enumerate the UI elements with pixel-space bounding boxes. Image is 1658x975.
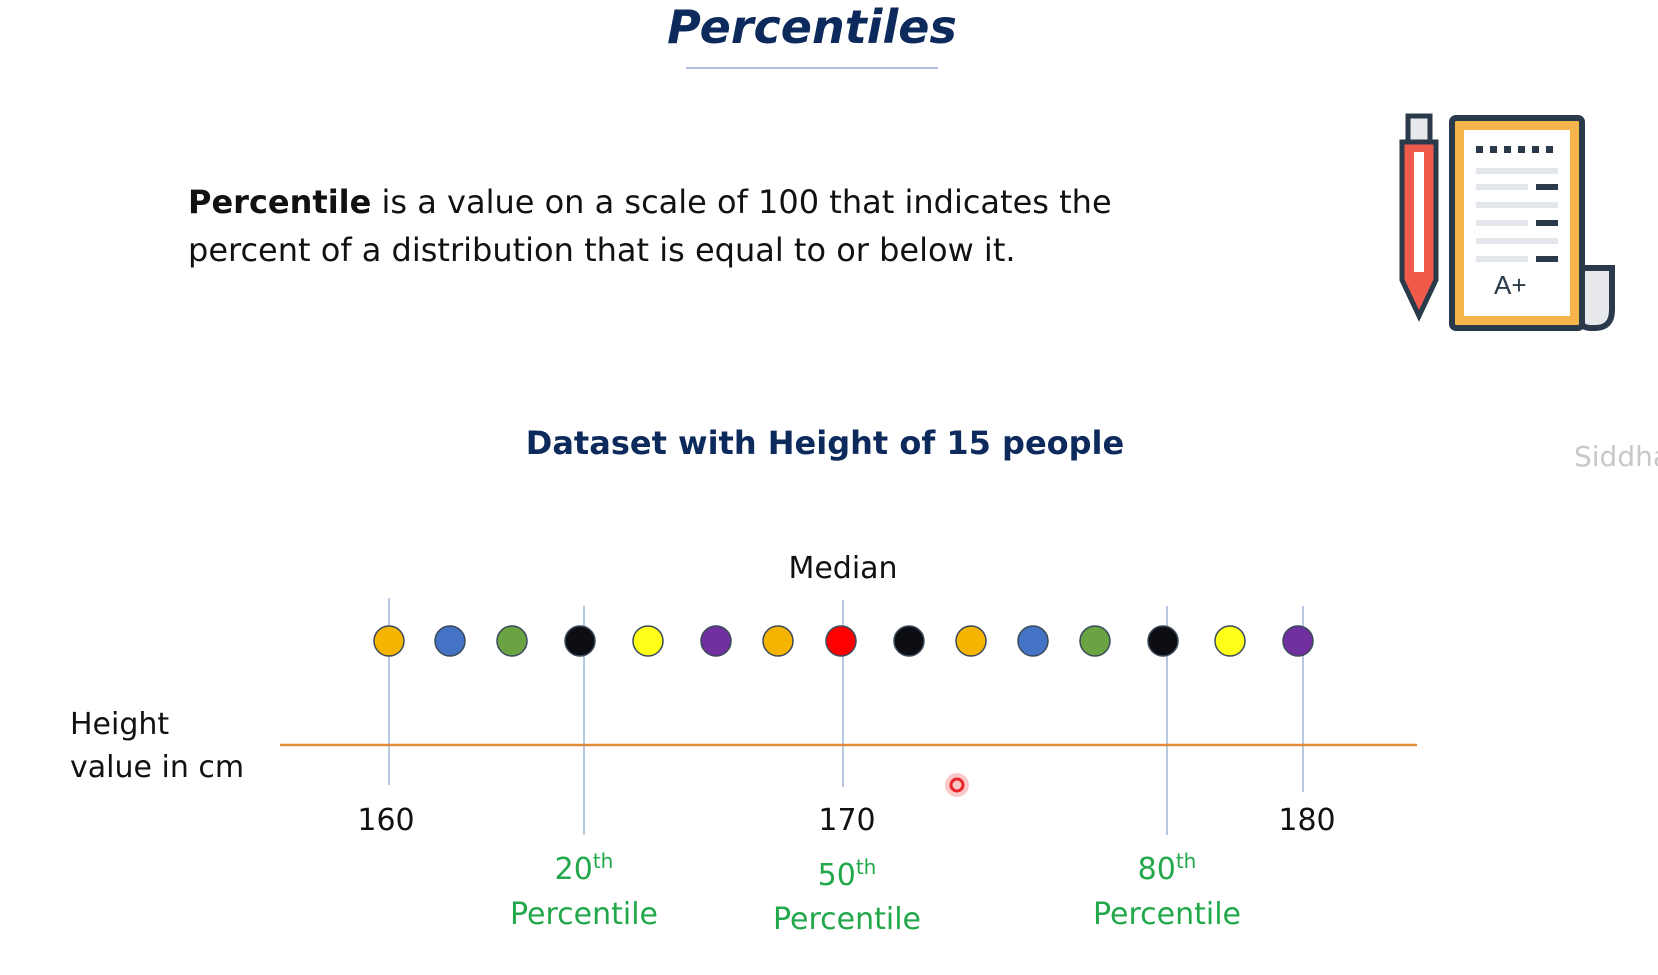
pencil-and-graded-paper-icon: A+ xyxy=(1390,110,1620,340)
cursor-indicator xyxy=(945,773,969,797)
person-point xyxy=(825,625,857,657)
person-point xyxy=(1147,625,1179,657)
percentile-number: 50 xyxy=(818,858,856,893)
slide-title: Percentiles xyxy=(667,0,957,54)
percentile-suffix: th xyxy=(856,855,877,879)
svg-text:20th: 20th xyxy=(555,849,614,887)
tick-label-180: 180 xyxy=(1278,803,1335,838)
person-point xyxy=(955,625,987,657)
person-point xyxy=(564,625,596,657)
percentile-word: Percentile xyxy=(773,902,921,937)
svg-text:50th: 50th xyxy=(818,855,877,893)
tick-labels: 160 170 180 xyxy=(357,803,1335,838)
percentile-label-20: 20th Percentile xyxy=(510,849,658,932)
watermark: Siddha xyxy=(1574,440,1658,473)
person-point xyxy=(1214,625,1246,657)
percentile-word: Percentile xyxy=(510,897,658,932)
definition-term: Percentile xyxy=(188,183,372,221)
svg-text:80th: 80th xyxy=(1138,849,1197,887)
percentile-label-50: 50th Percentile xyxy=(773,855,921,937)
definition-line-1: Percentile is a value on a scale of 100 … xyxy=(188,178,1188,226)
person-point xyxy=(893,625,925,657)
axis-label-line-2: value in cm xyxy=(70,750,244,785)
person-point xyxy=(1017,625,1049,657)
icon-grade: A+ xyxy=(1494,270,1527,300)
person-point xyxy=(762,625,794,657)
person-point xyxy=(1079,625,1111,657)
person-point xyxy=(1282,625,1314,657)
person-point xyxy=(373,625,405,657)
person-point xyxy=(496,625,528,657)
person-point xyxy=(632,625,664,657)
person-point xyxy=(434,625,466,657)
percentile-word: Percentile xyxy=(1093,897,1241,932)
definition-line-1-rest: is a value on a scale of 100 that indica… xyxy=(371,183,1112,221)
percentile-number: 20 xyxy=(555,852,593,887)
percentile-label-80: 80th Percentile xyxy=(1093,849,1241,932)
diagram-title: Dataset with Height of 15 people xyxy=(526,424,1124,462)
axis-label-line-1: Height xyxy=(70,707,169,742)
title-underline xyxy=(686,67,938,69)
percentile-suffix: th xyxy=(1176,849,1197,873)
definition-text: Percentile is a value on a scale of 100 … xyxy=(188,178,1188,274)
person-point xyxy=(700,625,732,657)
percentile-number: 80 xyxy=(1138,852,1176,887)
tick-label-160: 160 xyxy=(357,803,414,838)
percentile-suffix: th xyxy=(593,849,614,873)
definition-line-2: percent of a distribution that is equal … xyxy=(188,231,1016,269)
median-label: Median xyxy=(788,551,897,586)
tick-label-170: 170 xyxy=(818,803,875,838)
